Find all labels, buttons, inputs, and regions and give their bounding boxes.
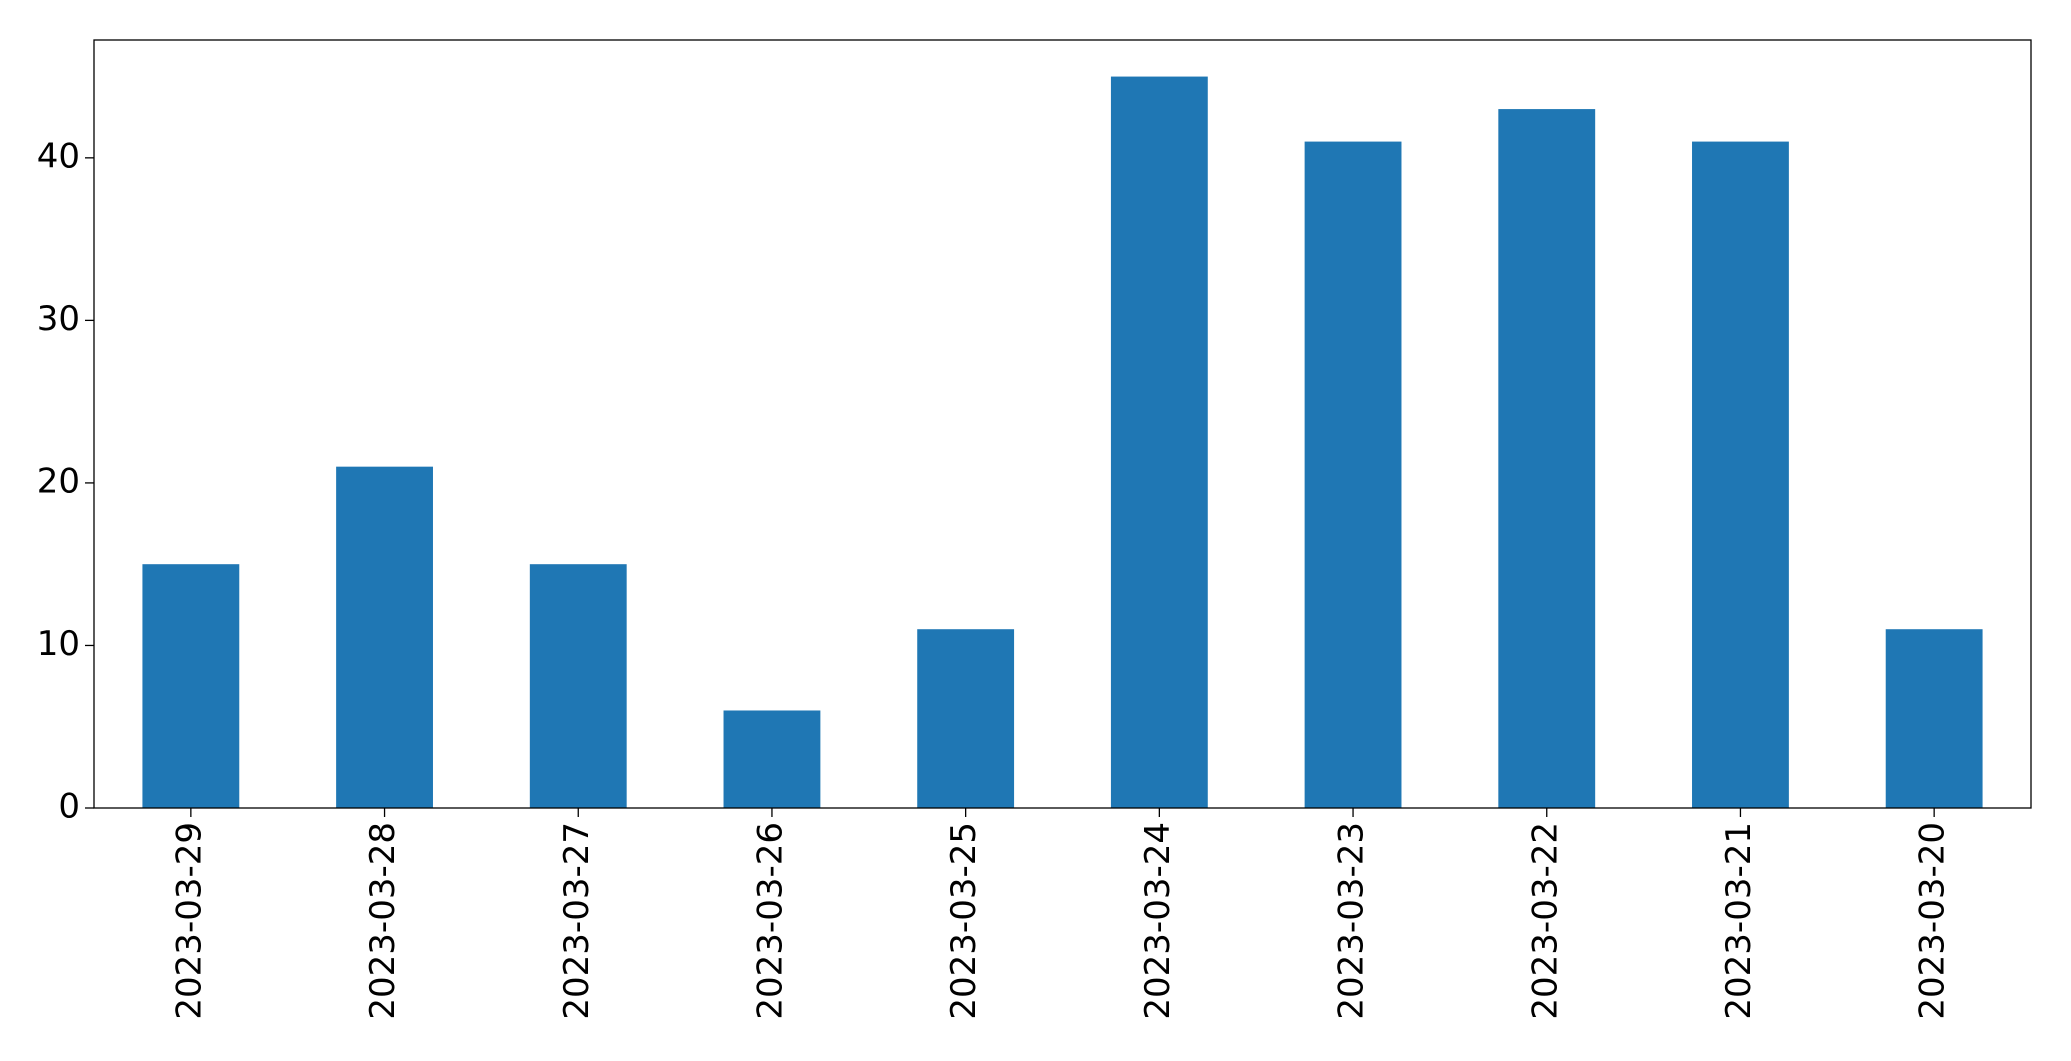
x-tick-label: 2023-03-23 bbox=[1332, 822, 1372, 1020]
x-tick-label: 2023-03-20 bbox=[1913, 822, 1953, 1020]
x-tick-label: 2023-03-26 bbox=[750, 822, 790, 1020]
y-tick-label: 0 bbox=[58, 787, 80, 827]
x-tick-label: 2023-03-21 bbox=[1719, 822, 1759, 1020]
bar bbox=[917, 629, 1015, 808]
bar bbox=[142, 564, 240, 808]
y-tick-label: 10 bbox=[37, 624, 80, 664]
y-tick-label: 40 bbox=[37, 136, 80, 176]
bar bbox=[1304, 141, 1402, 809]
x-tick-label: 2023-03-29 bbox=[169, 822, 209, 1020]
plot-frame bbox=[93, 39, 2032, 809]
y-tick-label: 30 bbox=[37, 299, 80, 339]
bar bbox=[336, 466, 433, 808]
x-tick-label: 2023-03-22 bbox=[1525, 822, 1565, 1020]
x-tick-label: 2023-03-27 bbox=[557, 822, 597, 1020]
x-tick-label: 2023-03-28 bbox=[363, 822, 403, 1020]
bar bbox=[529, 564, 627, 808]
x-tick-label: 2023-03-24 bbox=[1138, 822, 1178, 1020]
bar bbox=[1498, 109, 1596, 809]
bar bbox=[1110, 76, 1208, 809]
bar bbox=[1885, 629, 1983, 808]
bar bbox=[723, 710, 821, 808]
x-tick-label: 2023-03-25 bbox=[944, 822, 984, 1020]
y-tick-label: 20 bbox=[37, 461, 80, 501]
bar bbox=[1692, 141, 1789, 809]
